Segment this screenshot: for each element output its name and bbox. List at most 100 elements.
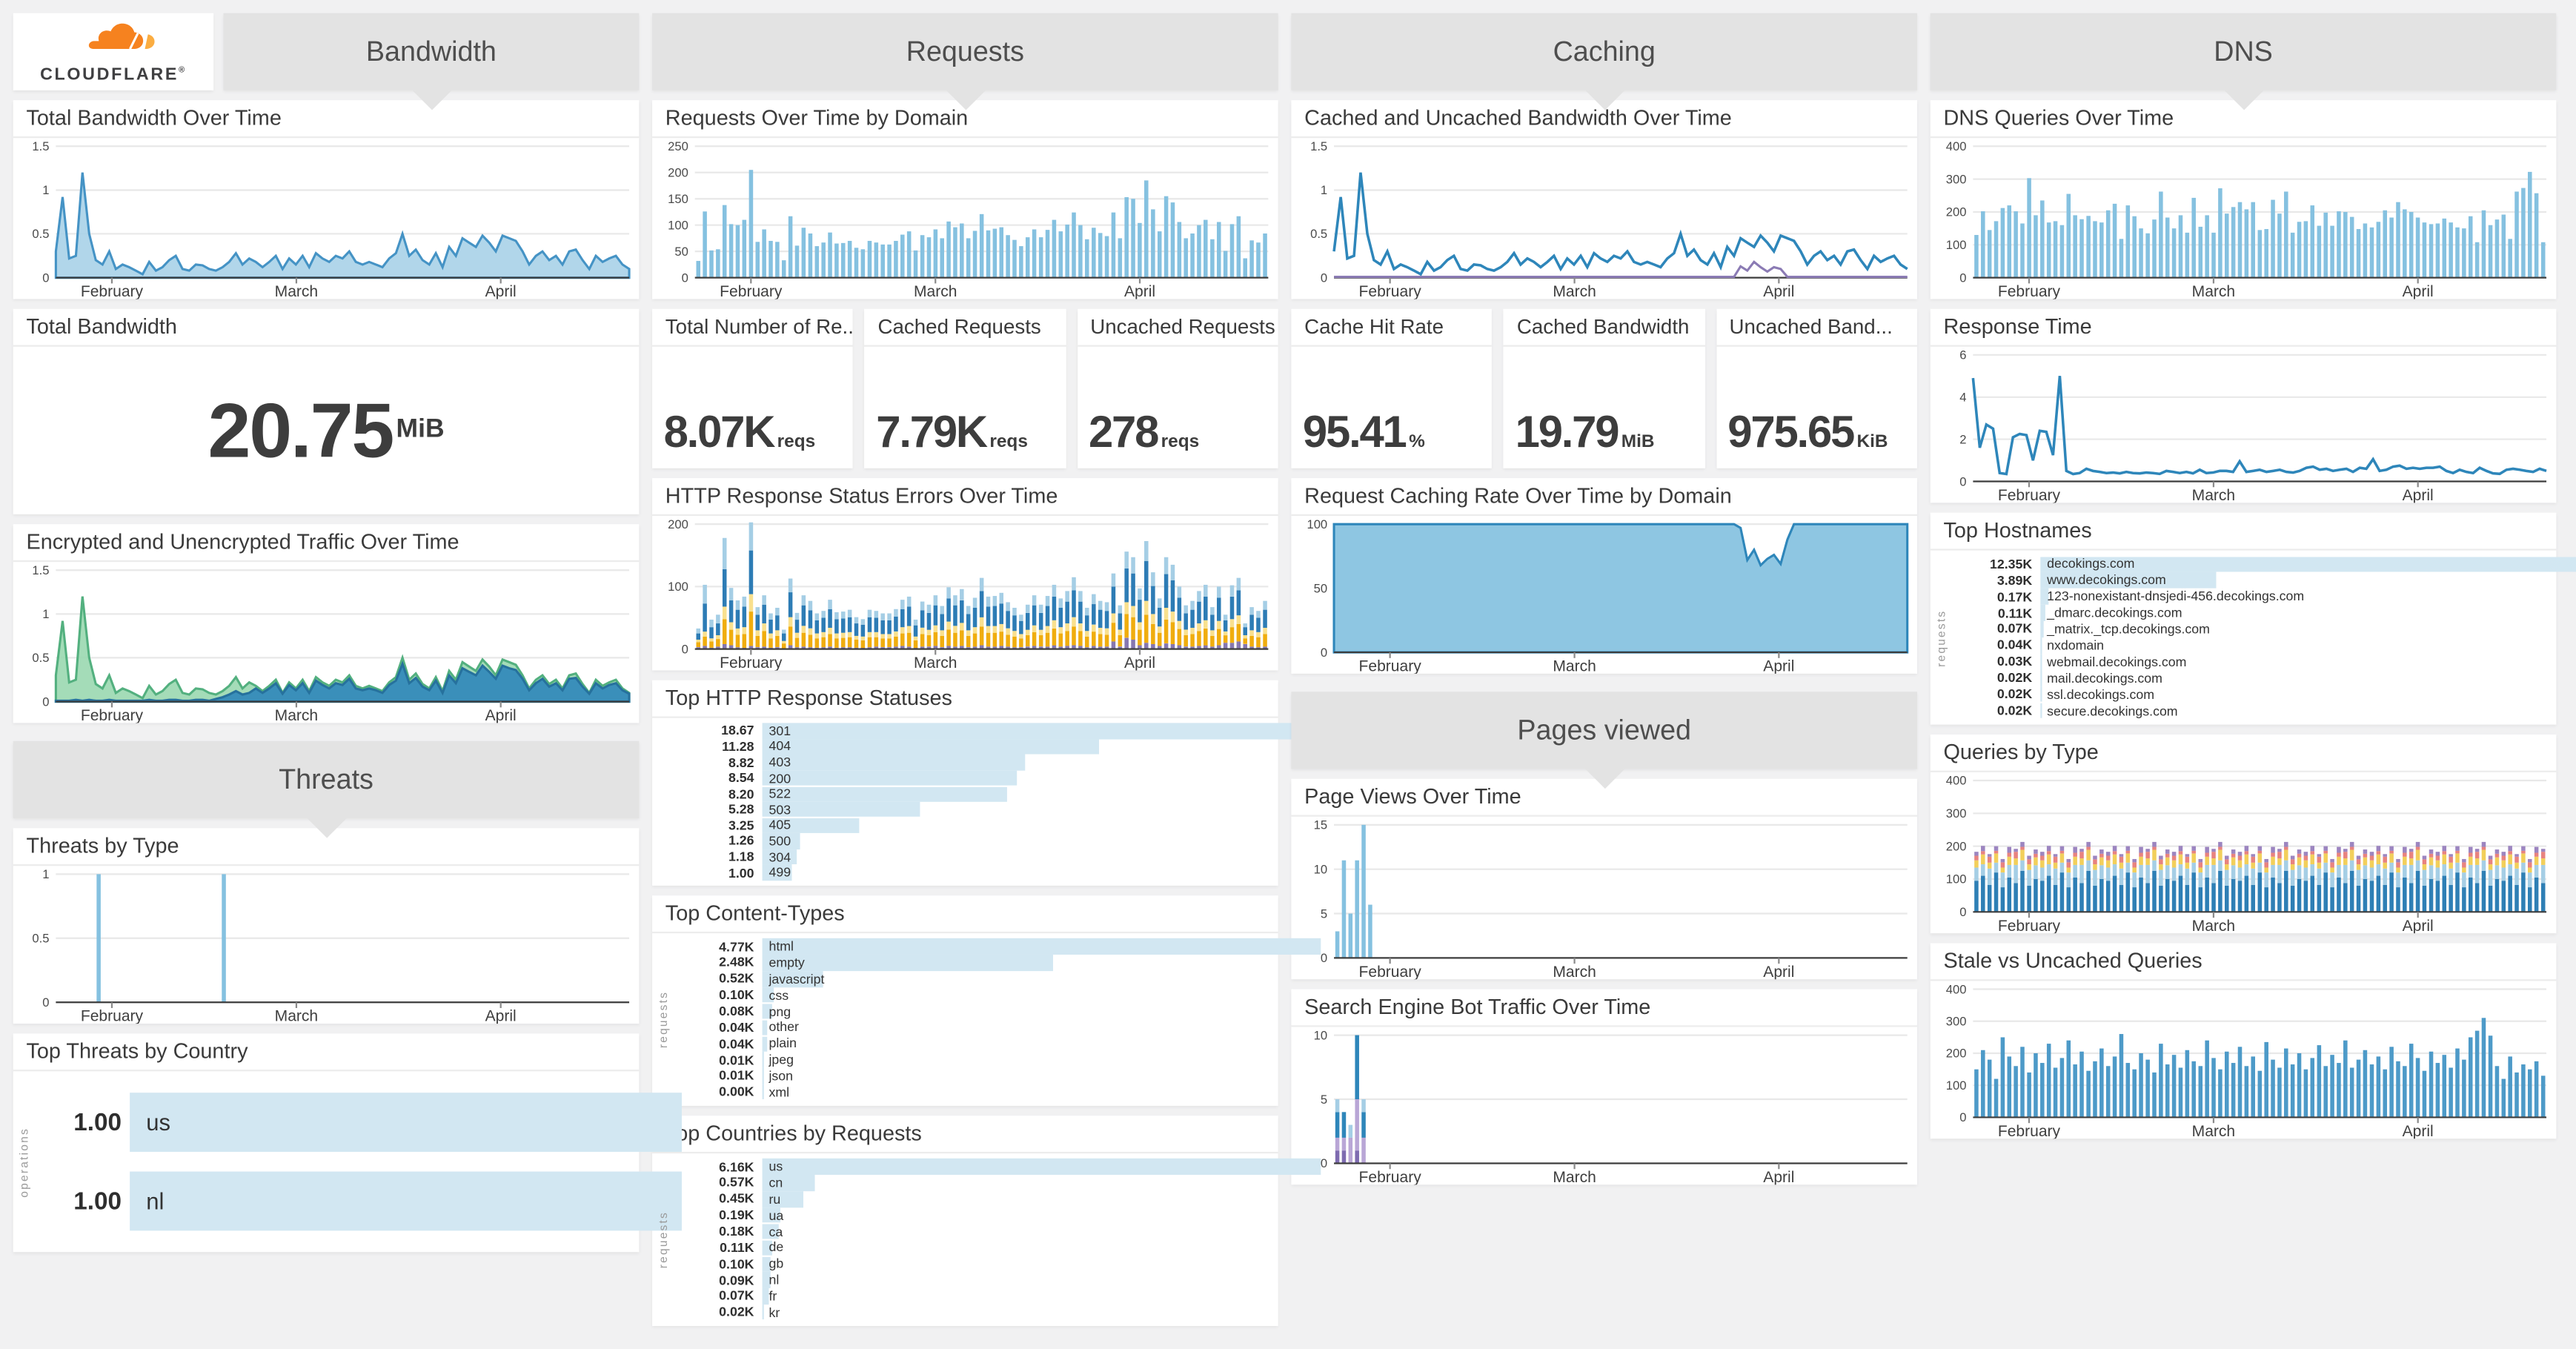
page-views-chart[interactable]: 0 5 10 15 February March April [1291, 817, 1917, 979]
list-row[interactable]: 0.08K png [695, 1004, 1321, 1019]
list-row[interactable]: 1.26 500 [695, 833, 1321, 849]
list-row[interactable]: 0.17K 123-nonexistant-dnsjedi-456.decokin… [1973, 589, 2576, 605]
panel-title-response-time: Response Time [1930, 309, 2557, 347]
list-row[interactable]: 0.07K fr [695, 1288, 1321, 1305]
threats-by-type-chart[interactable]: 0 0.5 1 February March April [13, 866, 640, 1024]
list-row[interactable]: 8.20 522 [695, 786, 1321, 802]
bot-traffic-chart[interactable]: 0 5 10 February March April [1291, 1027, 1917, 1184]
svg-text:March: March [2192, 283, 2235, 299]
list-row[interactable]: 0.02K kr [695, 1305, 1321, 1321]
list-row[interactable]: 0.07K _matrix._tcp.decokings.com [1973, 621, 2576, 637]
row-bar [762, 1004, 772, 1019]
request-caching-rate-chart[interactable]: 0 50 100 February March April [1291, 516, 1917, 674]
row-label: secure.decokings.com [2047, 703, 2178, 719]
stat-unit: % [1409, 432, 1425, 452]
list-row[interactable]: 0.52K javascript [695, 971, 1321, 987]
stat-value: 19.79 [1515, 407, 1620, 457]
list-row[interactable]: 1.00 us [56, 1090, 682, 1156]
svg-text:April: April [2403, 1123, 2434, 1138]
row-bar [762, 1272, 771, 1288]
list-row[interactable]: 0.19K ua [695, 1207, 1321, 1224]
svg-text:0: 0 [682, 642, 688, 656]
top-threats-by-country-list[interactable]: operations 1.00 us 1.00 nl [13, 1071, 698, 1252]
row-bar [2040, 605, 2046, 621]
list-row[interactable]: 0.01K json [695, 1068, 1321, 1084]
svg-text:March: March [914, 283, 957, 299]
row-bar [2040, 703, 2042, 719]
panel-encrypted-traffic: Encrypted and Unencrypted Traffic Over T… [13, 524, 640, 723]
list-row[interactable]: 6.16K us [695, 1159, 1321, 1175]
svg-text:0.5: 0.5 [1310, 227, 1327, 241]
svg-text:April: April [1763, 283, 1794, 299]
row-label: nl [146, 1187, 165, 1215]
list-row[interactable]: 0.10K css [695, 987, 1321, 1004]
list-row[interactable]: 2.48K empty [695, 955, 1321, 971]
list-row[interactable]: 11.28 404 [695, 739, 1321, 755]
svg-text:0: 0 [1959, 271, 1966, 285]
svg-text:February: February [1359, 1169, 1422, 1184]
list-row[interactable]: 0.02K ssl.decokings.com [1973, 686, 2576, 703]
list-row[interactable]: 0.57K cn [695, 1175, 1321, 1191]
top-http-statuses-list[interactable]: 18.67 301 11.28 404 8.82 403 8.54 200 8.20 522 5.2… [652, 718, 1337, 886]
dns-queries-chart[interactable]: 0 100 200 300 400 February March April [1931, 138, 2557, 299]
total-bandwidth-over-time-chart[interactable]: 0 0.5 1 1.5 February March April [13, 138, 640, 299]
row-bar [762, 739, 1100, 755]
list-row[interactable]: 0.10K gb [695, 1256, 1321, 1272]
panel-stale-vs-uncached: Stale vs Uncached Queries 0 100 200 300 400 F… [1930, 943, 2557, 1139]
list-row[interactable]: 12.35K decokings.com [1973, 556, 2576, 572]
top-countries-list[interactable]: requests 6.16K us 0.57K cn 0.45K ru 0.19K ua 0.18… [652, 1153, 1337, 1326]
stale-vs-uncached-chart[interactable]: 0 100 200 300 400 February March April [1931, 981, 2557, 1138]
row-value: 0.11K [720, 1240, 754, 1256]
list-row[interactable]: 0.04K other [695, 1019, 1321, 1035]
list-row[interactable]: 0.18K ca [695, 1224, 1321, 1239]
list-row[interactable]: 5.28 503 [695, 801, 1321, 818]
list-row[interactable]: 0.04K nxdomain [1973, 637, 2576, 654]
list-row[interactable]: 0.45K ru [695, 1191, 1321, 1207]
row-label: 304 [769, 849, 791, 865]
requests-over-time-chart[interactable]: 0 50 100 150 200 250 February March April [652, 138, 1278, 299]
list-row[interactable]: 1.00 nl [56, 1168, 682, 1234]
svg-text:1: 1 [42, 867, 49, 881]
top-hostnames-list[interactable]: requests 12.35K decokings.com 3.89K www.deco… [1931, 551, 2576, 725]
list-row[interactable]: 0.01K jpeg [695, 1052, 1321, 1068]
svg-text:200: 200 [668, 166, 688, 180]
list-row[interactable]: 4.77K html [695, 938, 1321, 955]
list-row[interactable]: 1.00 499 [695, 864, 1321, 881]
list-row[interactable]: 0.02K mail.decokings.com [1973, 670, 2576, 686]
list-row[interactable]: 0.04K plain [695, 1035, 1321, 1052]
list-row[interactable]: 0.00K xml [695, 1084, 1321, 1101]
list-row[interactable]: 0.02K secure.decokings.com [1973, 703, 2576, 719]
list-row[interactable]: 8.54 200 [695, 770, 1321, 786]
row-label: 200 [769, 770, 791, 786]
list-row[interactable]: 1.18 304 [695, 849, 1321, 865]
list-row[interactable]: 0.11K de [695, 1239, 1321, 1256]
svg-text:2: 2 [1959, 432, 1966, 446]
http-errors-chart[interactable]: 0 100 200 February March April [652, 516, 1278, 670]
list-row[interactable]: 0.03K webmail.decokings.com [1973, 654, 2576, 670]
cloudflare-logo[interactable]: CLOUDFLARE® [13, 13, 214, 90]
top-content-types-list[interactable]: requests 4.77K html 2.48K empty 0.52K javascri… [652, 933, 1337, 1106]
cached-uncached-bandwidth-chart[interactable]: 0 0.5 1 1.5 February March April [1291, 138, 1917, 299]
queries-by-type-chart[interactable]: 0 100 200 300 400 February March April [1931, 772, 2557, 933]
list-row[interactable]: 3.89K www.decokings.com [1973, 572, 2576, 589]
row-label: _dmarc.decokings.com [2047, 605, 2182, 620]
list-row[interactable]: 8.82 403 [695, 755, 1321, 771]
svg-text:100: 100 [1946, 872, 1967, 886]
list-row[interactable]: 0.11K _dmarc.decokings.com [1973, 605, 2576, 621]
encrypted-traffic-chart[interactable]: 0 0.5 1 1.5 February March April [13, 562, 640, 723]
row-label: ua [769, 1207, 784, 1223]
row-value: 2.48K [719, 955, 754, 970]
svg-text:0: 0 [1959, 1110, 1966, 1124]
svg-text:250: 250 [668, 139, 688, 153]
svg-text:0: 0 [1321, 951, 1327, 965]
row-value: 6.16K [719, 1159, 754, 1175]
svg-text:0: 0 [1321, 1156, 1327, 1170]
row-label: json [769, 1068, 794, 1084]
list-row[interactable]: 3.25 405 [695, 818, 1321, 834]
row-label: 123-nonexistant-dnsjedi-456.decokings.co… [2047, 589, 2305, 604]
svg-text:April: April [1124, 283, 1155, 299]
response-time-chart[interactable]: 0 2 4 6 February March April [1931, 347, 2557, 503]
list-row[interactable]: 0.09K nl [695, 1272, 1321, 1288]
list-row[interactable]: 18.67 301 [695, 723, 1321, 739]
row-label: us [146, 1109, 171, 1136]
